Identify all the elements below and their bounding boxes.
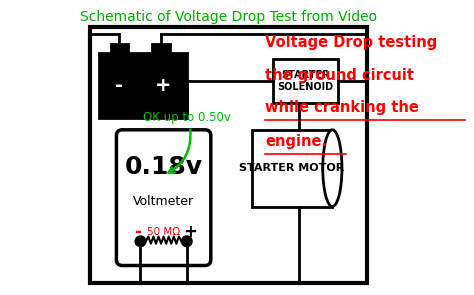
FancyBboxPatch shape <box>152 44 170 53</box>
Text: +: + <box>155 76 172 95</box>
Text: STARTER
SOLENOID: STARTER SOLENOID <box>277 70 333 92</box>
FancyBboxPatch shape <box>252 130 332 206</box>
Circle shape <box>135 236 146 247</box>
Circle shape <box>182 236 192 247</box>
Text: engine.: engine. <box>265 134 328 149</box>
Text: STARTER MOTOR: STARTER MOTOR <box>239 163 345 173</box>
Text: OK up to 0.50v: OK up to 0.50v <box>143 112 231 124</box>
Text: Schematic of Voltage Drop Test from Video: Schematic of Voltage Drop Test from Vide… <box>80 10 377 24</box>
Text: -: - <box>134 223 141 241</box>
FancyBboxPatch shape <box>117 130 211 266</box>
Text: while cranking the: while cranking the <box>265 100 419 115</box>
FancyBboxPatch shape <box>110 44 128 53</box>
Text: 50 MΩ: 50 MΩ <box>147 227 180 237</box>
FancyBboxPatch shape <box>99 53 187 118</box>
FancyBboxPatch shape <box>273 59 337 103</box>
Text: Voltage Drop testing: Voltage Drop testing <box>265 35 438 50</box>
Text: +: + <box>183 223 197 241</box>
Text: Voltmeter: Voltmeter <box>133 195 194 208</box>
Text: 0.18v: 0.18v <box>125 155 202 179</box>
Text: the ground circuit: the ground circuit <box>265 68 414 83</box>
Ellipse shape <box>323 130 342 206</box>
Text: -: - <box>115 76 123 95</box>
